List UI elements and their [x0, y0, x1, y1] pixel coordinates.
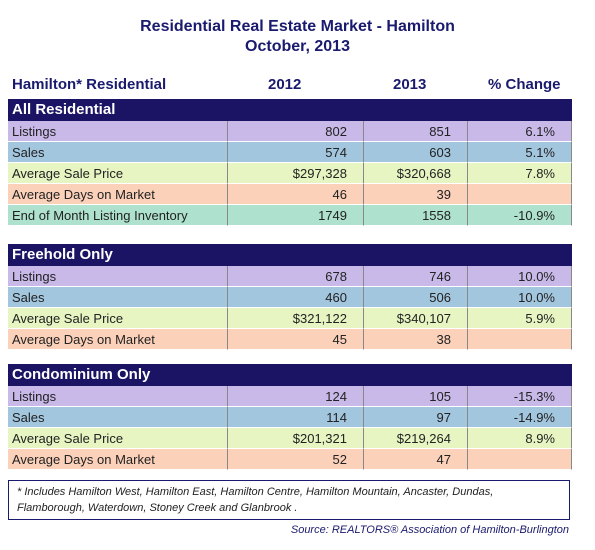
row-label: End of Month Listing Inventory	[8, 205, 228, 226]
row-label: Sales	[8, 142, 228, 163]
value-cell: 47	[364, 449, 468, 470]
source: Source: REALTORS® Association of Hamilto…	[290, 524, 569, 536]
value-cell: 5.1%	[468, 142, 572, 163]
header-cell: % Change	[488, 76, 561, 93]
value-cell: 603	[364, 142, 468, 163]
section-header: Freehold Only	[8, 244, 572, 266]
subtitle: October, 2013	[245, 38, 350, 55]
value-cell: 678	[228, 266, 364, 287]
row-label: Average Days on Market	[8, 449, 228, 470]
section-header: All Residential	[8, 99, 572, 121]
footnote: * Includes Hamilton West, Hamilton East,…	[8, 480, 570, 520]
value-cell: 574	[228, 142, 364, 163]
value-cell: 39	[364, 184, 468, 205]
value-cell: 105	[364, 386, 468, 407]
value-cell: $321,122	[228, 308, 364, 329]
value-cell: 8.9%	[468, 428, 572, 449]
row-label: Sales	[8, 287, 228, 308]
row-label: Average Sale Price	[8, 163, 228, 184]
value-cell: 851	[364, 121, 468, 142]
value-cell: $201,321	[228, 428, 364, 449]
row-label: Sales	[8, 407, 228, 428]
value-cell: 10.0%	[468, 266, 572, 287]
value-cell: 7.8%	[468, 163, 572, 184]
header-cell: Hamilton* Residential	[12, 76, 167, 93]
value-cell	[468, 449, 572, 470]
value-cell: $340,107	[364, 308, 468, 329]
value-cell: $320,668	[364, 163, 468, 184]
value-cell: 10.0%	[468, 287, 572, 308]
row-label: Listings	[8, 266, 228, 287]
value-cell: 38	[364, 329, 468, 350]
value-cell: 46	[228, 184, 364, 205]
value-cell: -10.9%	[468, 205, 572, 226]
value-cell: 114	[228, 407, 364, 428]
row-label: Average Days on Market	[8, 184, 228, 205]
value-cell: 802	[228, 121, 364, 142]
row-label: Average Sale Price	[8, 308, 228, 329]
title: Residential Real Estate Market - Hamilto…	[140, 18, 455, 35]
value-cell: 6.1%	[468, 121, 572, 142]
value-cell: 746	[364, 266, 468, 287]
row-label: Average Sale Price	[8, 428, 228, 449]
value-cell	[468, 329, 572, 350]
header-cell: 2013	[393, 76, 427, 93]
value-cell: 1558	[364, 205, 468, 226]
value-cell: 506	[364, 287, 468, 308]
header-cell: 2012	[268, 76, 302, 93]
value-cell: 1749	[228, 205, 364, 226]
value-cell: 460	[228, 287, 364, 308]
value-cell: $297,328	[228, 163, 364, 184]
value-cell: 52	[228, 449, 364, 470]
row-label: Average Days on Market	[8, 329, 228, 350]
value-cell: 45	[228, 329, 364, 350]
value-cell	[468, 184, 572, 205]
row-label: Listings	[8, 121, 228, 142]
section-header: Condominium Only	[8, 364, 572, 386]
value-cell: $219,264	[364, 428, 468, 449]
value-cell: -15.3%	[468, 386, 572, 407]
value-cell: 97	[364, 407, 468, 428]
value-cell: -14.9%	[468, 407, 572, 428]
value-cell: 124	[228, 386, 364, 407]
row-label: Listings	[8, 386, 228, 407]
value-cell: 5.9%	[468, 308, 572, 329]
